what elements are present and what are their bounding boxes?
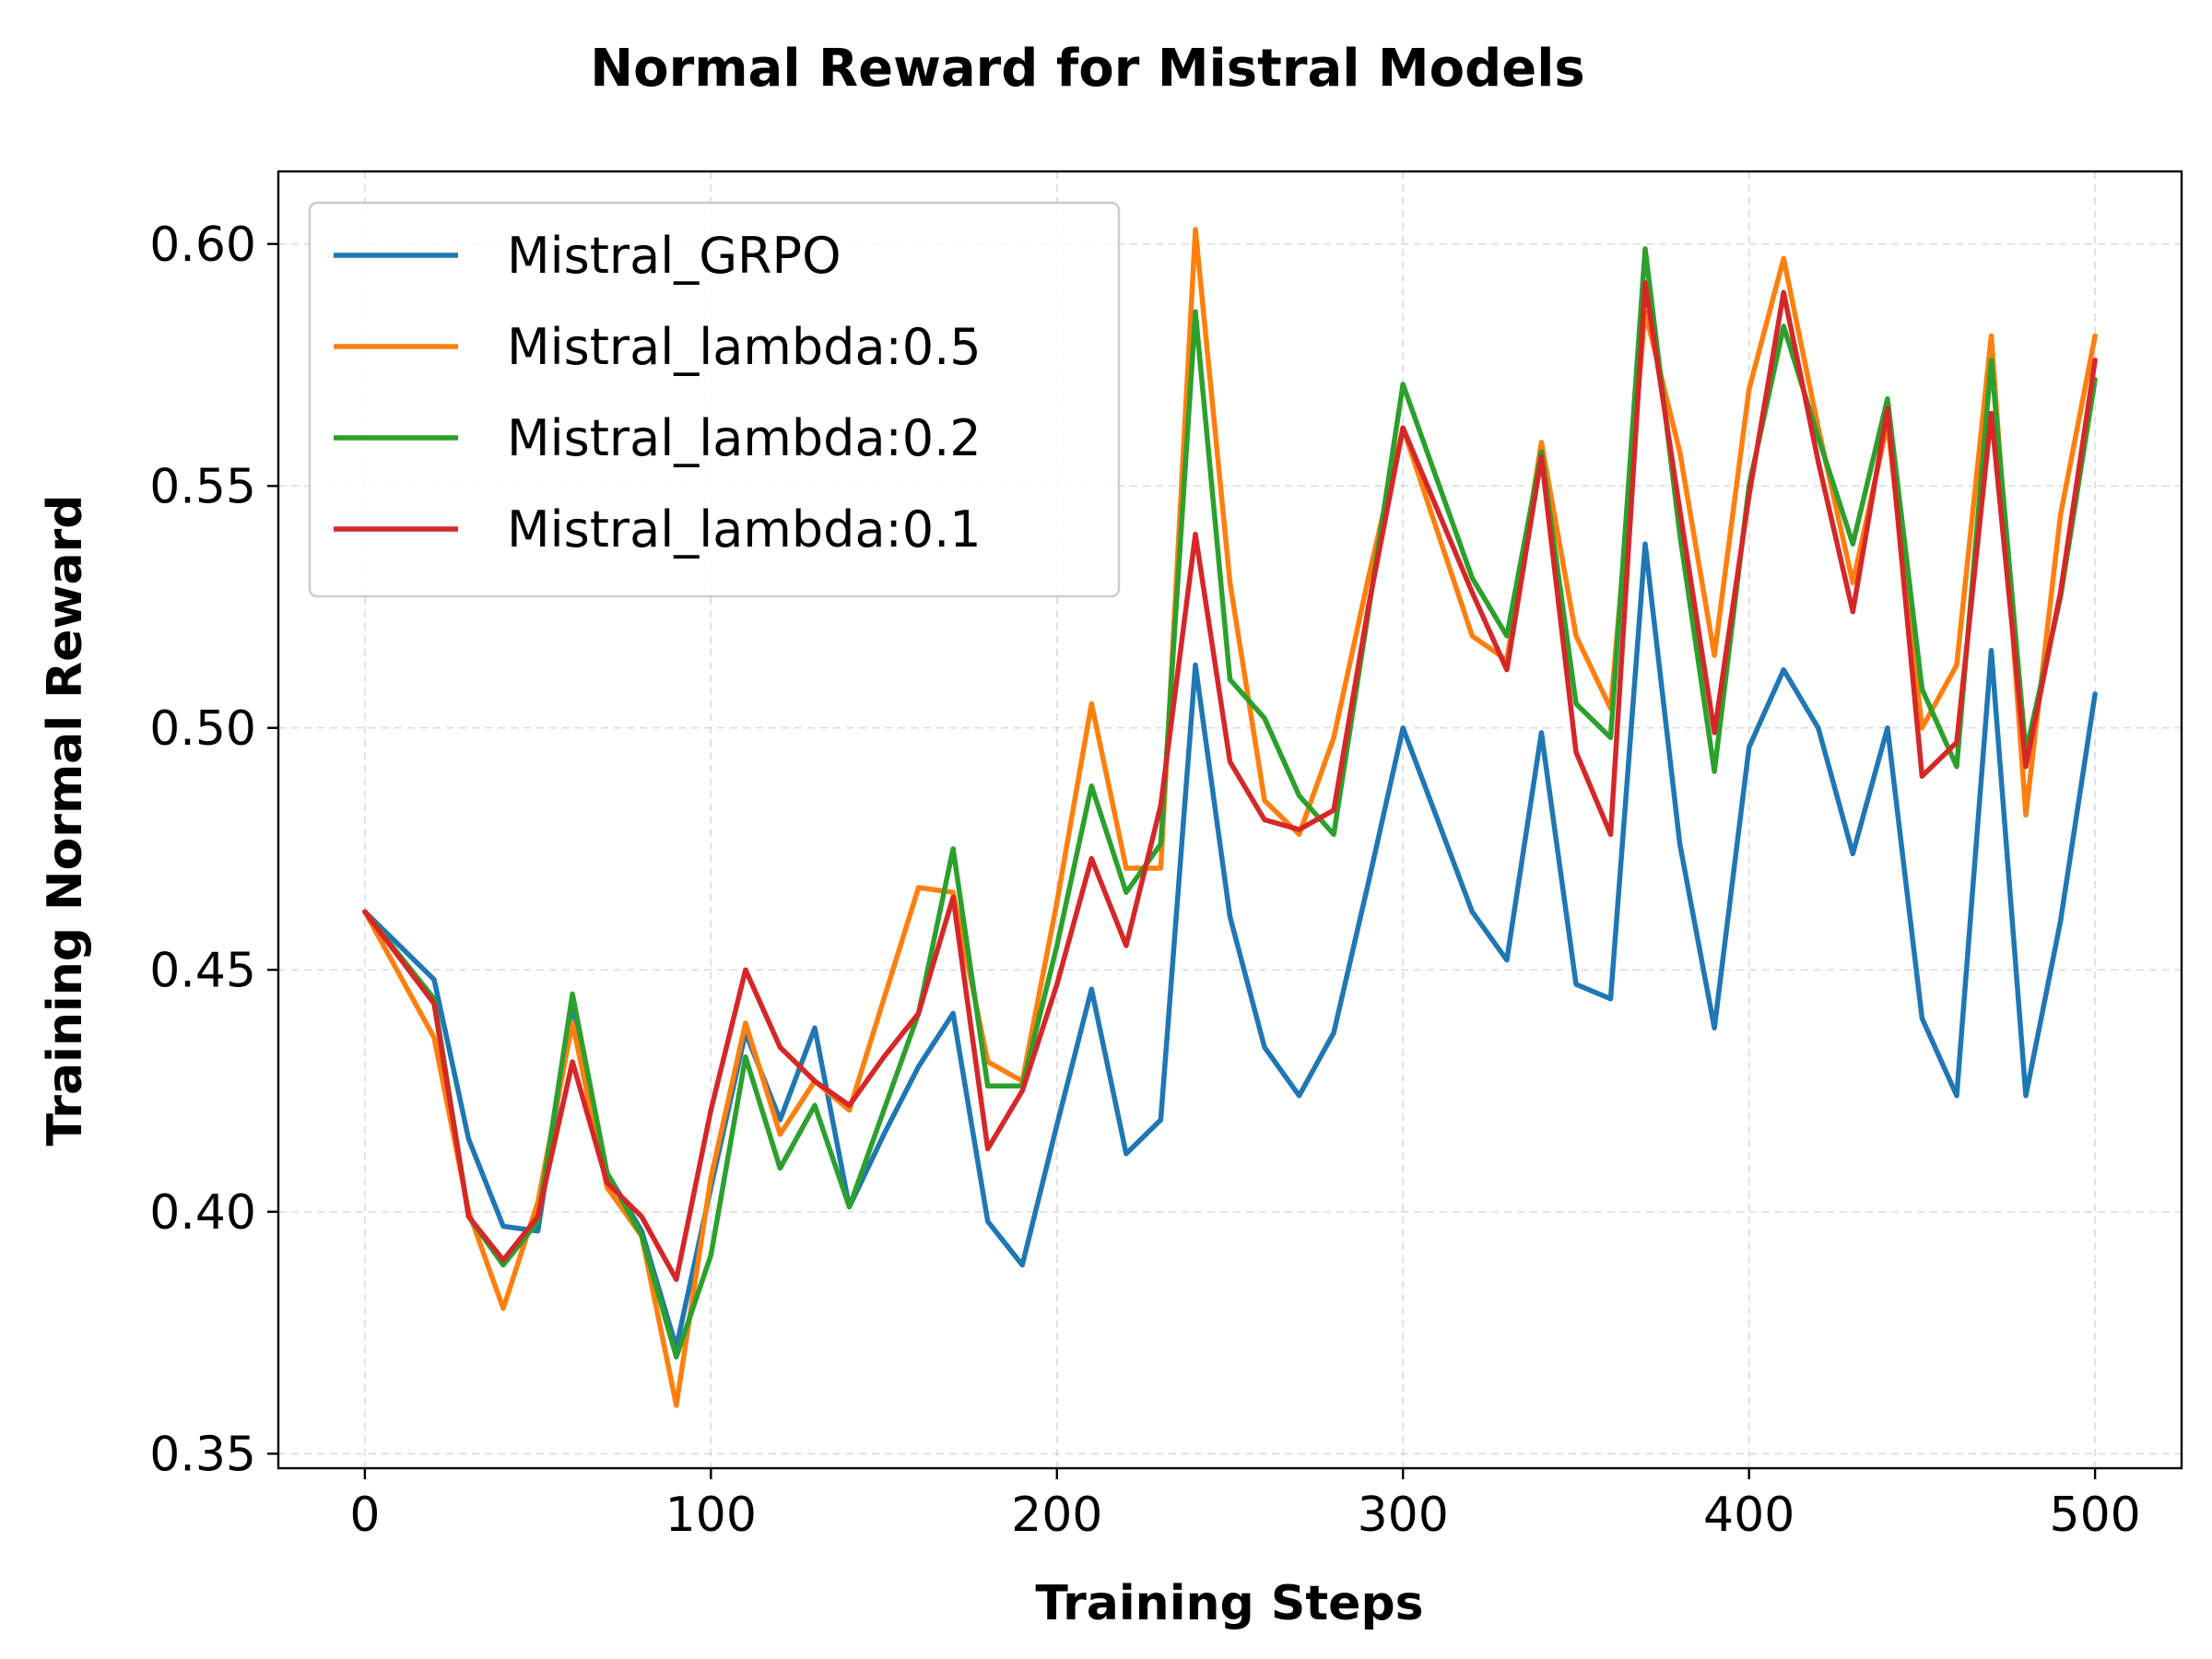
legend-label-mistral-grpo: Mistral_GRPO [507, 227, 841, 285]
x-tick-label: 300 [1358, 1488, 1449, 1543]
series-line-mistral-lambda-0-5 [362, 227, 2098, 1408]
y-tick-label: 0.55 [149, 459, 256, 514]
x-tick-label: 400 [1703, 1488, 1794, 1543]
y-axis-label: Training Normal Reward [38, 495, 93, 1147]
y-tick-label: 0.40 [149, 1185, 256, 1241]
y-tick-label: 0.45 [149, 943, 256, 998]
grid [278, 171, 2182, 1468]
x-axis-label: Training Steps [1035, 1576, 1423, 1631]
x-tick-label: 200 [1011, 1488, 1102, 1543]
series-layer [362, 227, 2098, 1408]
x-tick-label: 500 [2050, 1488, 2141, 1543]
x-axis: 0 100 200 300 400 500 [349, 1468, 2141, 1543]
legend: Mistral_GRPO Mistral_lambda:0.5 Mistral_la… [308, 201, 1121, 598]
legend-label-mistral-lambda-0-1: Mistral_lambda:0.1 [507, 500, 982, 559]
y-axis: 0.35 0.40 0.45 0.50 0.55 0.60 [149, 218, 278, 1482]
chart-title: Normal Reward for Mistral Models [590, 39, 1584, 99]
x-tick-label: 0 [349, 1488, 380, 1543]
legend-label-mistral-lambda-0-2: Mistral_lambda:0.2 [507, 409, 982, 467]
y-tick-label: 0.35 [149, 1427, 256, 1482]
y-tick-label: 0.50 [149, 701, 256, 757]
series-line-mistral-grpo [362, 541, 2098, 1350]
legend-label-mistral-lambda-0-5: Mistral_lambda:0.5 [507, 318, 982, 376]
plot-area-frame [276, 170, 2183, 1470]
y-tick-label: 0.60 [149, 218, 256, 273]
x-tick-label: 100 [665, 1488, 757, 1543]
legend-box [308, 201, 1121, 598]
series-line-mistral-lambda-0-2 [362, 246, 2098, 1360]
series-line-mistral-lambda-0-1 [362, 280, 2098, 1282]
